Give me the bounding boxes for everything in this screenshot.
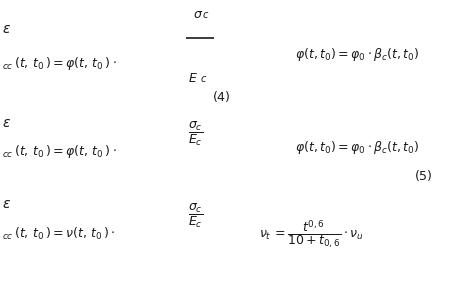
Text: $_{cc}\,(t,\,t_0\,) = \varphi(t,\,t_0\,)\cdot$: $_{cc}\,(t,\,t_0\,) = \varphi(t,\,t_0\,)… xyxy=(2,143,117,159)
Text: $\sigma$: $\sigma$ xyxy=(193,8,203,21)
Text: $c$: $c$ xyxy=(202,10,209,20)
Text: $\varepsilon$: $\varepsilon$ xyxy=(2,198,11,211)
Text: $(5)$: $(5)$ xyxy=(414,168,433,183)
Text: $(4)$: $(4)$ xyxy=(212,89,230,104)
Text: $\varphi(t,t_0)=\varphi_0\cdot\beta_c(t,t_0)$: $\varphi(t,t_0)=\varphi_0\cdot\beta_c(t,… xyxy=(295,140,419,156)
Text: $\dfrac{\sigma_c}{E_c}$: $\dfrac{\sigma_c}{E_c}$ xyxy=(188,120,203,149)
Text: $\varepsilon$: $\varepsilon$ xyxy=(2,116,11,130)
Text: $E$: $E$ xyxy=(188,72,198,85)
Text: $\nu_t\,=\dfrac{t^{0,6}}{10+t_{0,6}}\cdot\nu_u$: $\nu_t\,=\dfrac{t^{0,6}}{10+t_{0,6}}\cdo… xyxy=(259,218,364,250)
Text: $\varepsilon$: $\varepsilon$ xyxy=(2,22,11,36)
Text: $c$: $c$ xyxy=(200,74,207,84)
Text: $_{cc}\,(t,\,t_0\,) = \varphi(t,\,t_0\,)\cdot$: $_{cc}\,(t,\,t_0\,) = \varphi(t,\,t_0\,)… xyxy=(2,55,117,72)
Text: $\varphi(t,t_0)=\varphi_0\cdot\beta_c(t,t_0)$: $\varphi(t,t_0)=\varphi_0\cdot\beta_c(t,… xyxy=(295,46,419,63)
Text: $\dfrac{\sigma_c}{E_c}$: $\dfrac{\sigma_c}{E_c}$ xyxy=(188,202,203,230)
Text: $_{cc}\,(t,\,t_0\,) = \nu(t,\,t_0\,)\cdot$: $_{cc}\,(t,\,t_0\,) = \nu(t,\,t_0\,)\cdo… xyxy=(2,226,116,242)
